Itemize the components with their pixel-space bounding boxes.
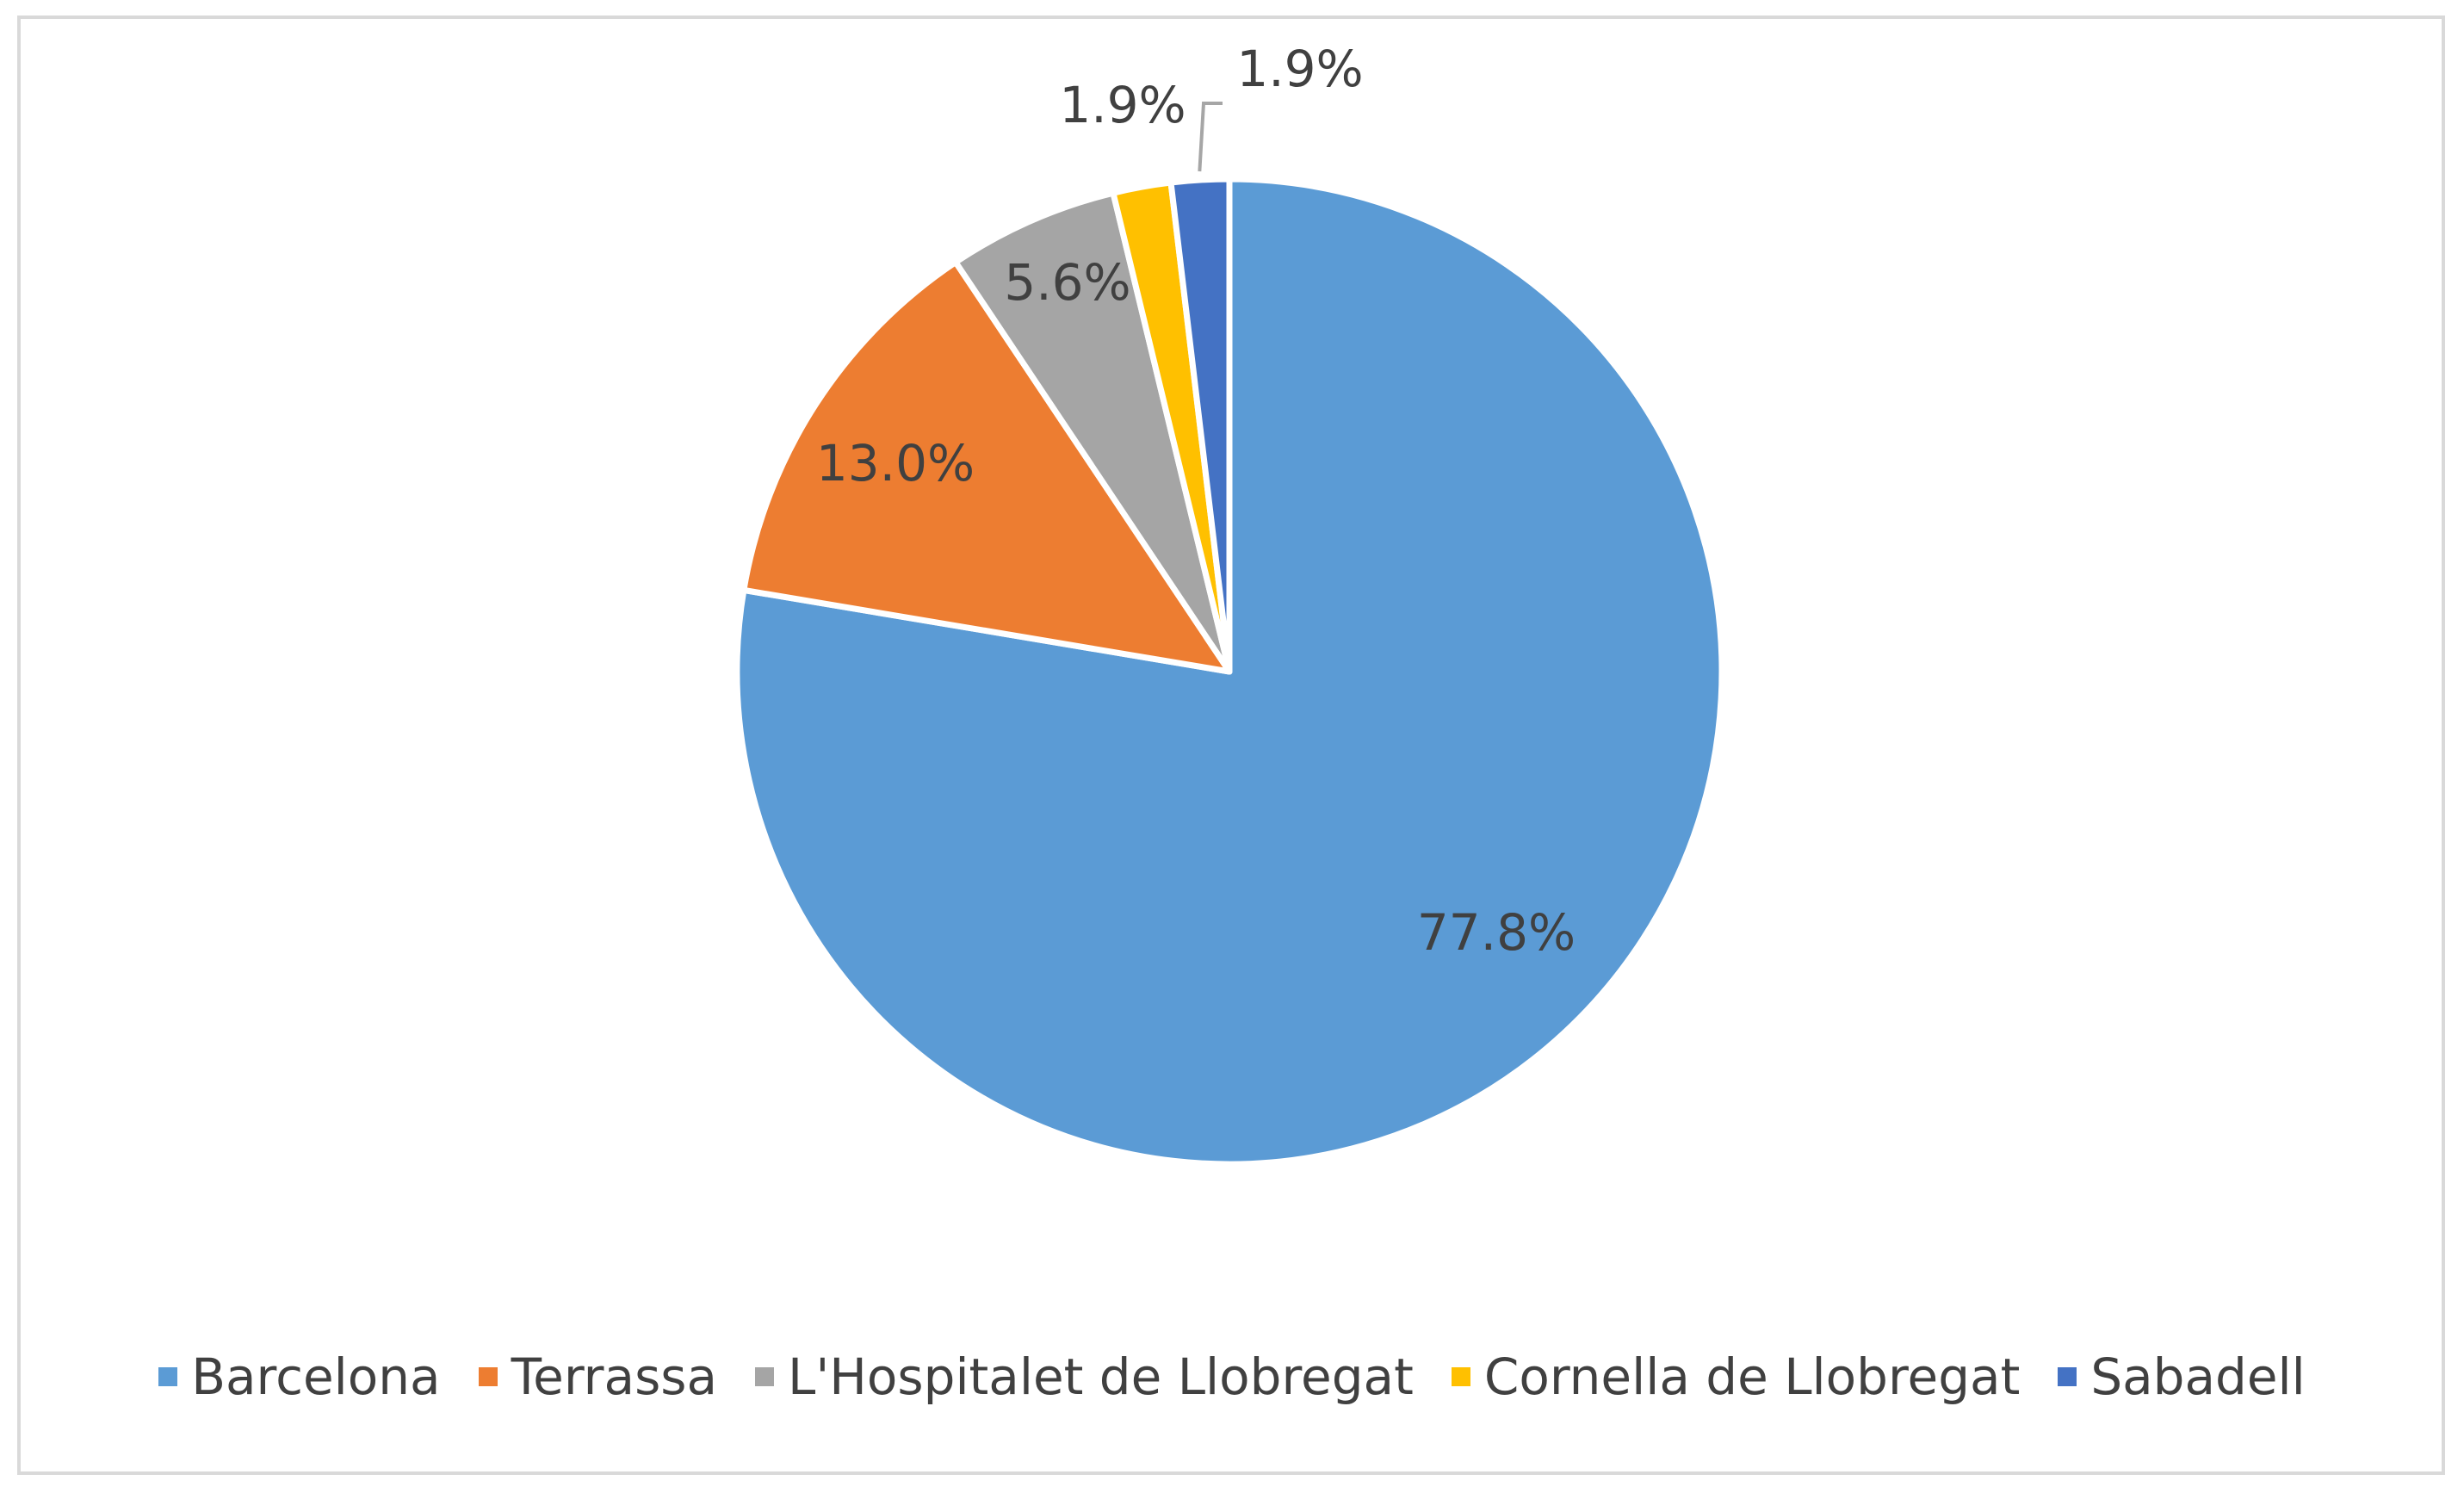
labels-layer: 77.8% 13.0% 5.6% 1.9% 1.9% — [816, 40, 1576, 962]
legend-label-cornella-de-llobregat: Cornella de Llobregat — [1483, 1347, 2021, 1406]
data-label-cornella-de-llobregat: 1.9% — [1059, 76, 1186, 134]
leaders-layer — [1198, 102, 1223, 172]
leader-line-sabadell — [1198, 102, 1223, 172]
legend-label-terrassa: Terrassa — [511, 1347, 718, 1406]
legend-label-barcelona: Barcelona — [191, 1347, 441, 1406]
pie-slice-l-hospitalet-de-llobregat — [952, 189, 1233, 675]
data-label-l-hospitalet-de-llobregat: 5.6% — [1004, 253, 1130, 312]
slices-layer — [734, 176, 1725, 1168]
legend-swatch-terrassa — [478, 1367, 498, 1386]
legend-item-cornella-de-llobregat: Cornella de Llobregat — [1451, 1347, 2021, 1406]
legend: Barcelona Terrassa L'Hospitalet de Llobreg… — [0, 1347, 2464, 1406]
pie-slice-terrassa — [740, 259, 1233, 675]
data-label-barcelona: 77.8% — [1417, 903, 1576, 962]
pie-slice-sabadell — [1167, 176, 1233, 675]
legend-item-sabadell: Sabadell — [2058, 1347, 2306, 1406]
legend-item-terrassa: Terrassa — [478, 1347, 718, 1406]
data-label-sabadell: 1.9% — [1236, 40, 1363, 98]
legend-item-l-hospitalet-de-llobregat: L'Hospitalet de Llobregat — [755, 1347, 1414, 1406]
legend-swatch-barcelona — [158, 1367, 178, 1386]
pie-slice-barcelona — [734, 176, 1725, 1168]
legend-swatch-cornella-de-llobregat — [1451, 1367, 1470, 1386]
legend-swatch-l-hospitalet-de-llobregat — [755, 1367, 775, 1386]
legend-label-l-hospitalet-de-llobregat: L'Hospitalet de Llobregat — [788, 1347, 1414, 1406]
legend-label-sabadell: Sabadell — [2090, 1347, 2306, 1406]
legend-swatch-sabadell — [2058, 1367, 2077, 1386]
data-label-terrassa: 13.0% — [816, 434, 975, 493]
legend-item-barcelona: Barcelona — [158, 1347, 441, 1406]
